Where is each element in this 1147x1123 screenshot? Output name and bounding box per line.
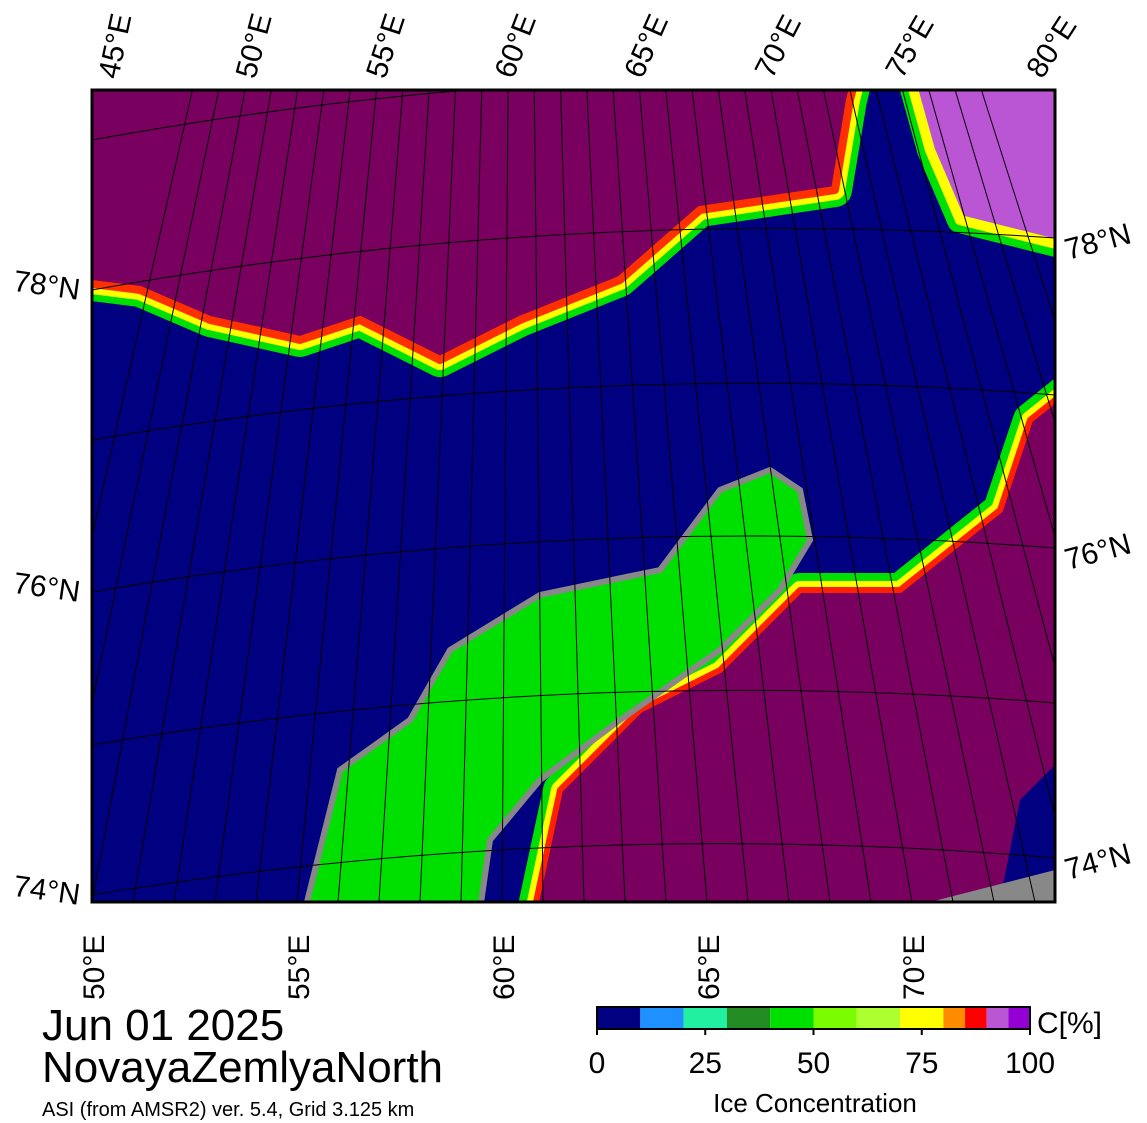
colorbar-bin [1008, 1007, 1030, 1029]
top-lon-label: 75°E [879, 10, 940, 83]
land [303, 466, 814, 902]
colorbar-tick-label: 0 [589, 1047, 606, 1080]
meridian [533, 90, 544, 902]
left-lat-label: 76°N [11, 567, 82, 609]
top-lon-label: 60°E [489, 10, 543, 83]
bottom-lon-label: 65°E [693, 935, 726, 1000]
meridian [560, 90, 585, 902]
colorbar-tick-label: 100 [1005, 1047, 1055, 1080]
meridian [92, 90, 193, 540]
meridian [296, 90, 377, 902]
colorbar-bin [597, 1007, 641, 1029]
parallel [92, 90, 474, 141]
bottom-lon-label: 55°E [283, 935, 316, 1000]
meridian [419, 90, 456, 902]
meridian [460, 90, 483, 902]
left-lat-label: 78°N [11, 265, 82, 307]
colorbar-bin [986, 1007, 1009, 1029]
colorbar-tick-label: 50 [797, 1047, 830, 1080]
date: Jun 01 2025 [42, 1001, 284, 1050]
meridian [954, 90, 1055, 425]
colorbar-bin [726, 1007, 771, 1029]
colorbar-unit: C[%] [1037, 1007, 1102, 1040]
top-lon-label: 80°E [1020, 11, 1083, 84]
left-lat-label: 74°N [11, 870, 82, 912]
colorbar-tick-label: 75 [905, 1047, 938, 1080]
meridian [92, 90, 220, 706]
meridian [849, 90, 1036, 902]
right-lat-label: 74°N [1061, 838, 1134, 887]
meridian [744, 90, 872, 902]
meridian [378, 90, 430, 902]
parallel [92, 227, 1055, 291]
parallel [92, 382, 1055, 441]
meridian [92, 90, 246, 902]
meridian [173, 90, 299, 902]
meridian [717, 90, 831, 902]
colorbar-bin [900, 1007, 944, 1029]
top-lon-label: 45°E [93, 11, 139, 82]
region: NovayaZemlyaNorth [42, 1043, 443, 1092]
bottom-lon-label: 60°E [488, 935, 521, 1000]
right-lat-label: 76°N [1061, 528, 1134, 577]
meridian [214, 90, 325, 902]
colorbar-bin [943, 1007, 966, 1029]
colorbar-bin [683, 1007, 727, 1029]
top-lon-label: 50°E [230, 10, 279, 82]
map-frame [90, 88, 1057, 904]
meridian [337, 90, 404, 902]
meridian [823, 90, 995, 902]
meridian [875, 90, 1055, 819]
colorbar-bin [965, 1007, 987, 1029]
colorbar-bin [813, 1007, 857, 1029]
graticule [92, 90, 1055, 902]
meridian [980, 90, 1055, 323]
colorbar-tick-label: 25 [689, 1047, 722, 1080]
colorbar-bin [770, 1007, 814, 1029]
meridian [639, 90, 708, 902]
meridian [770, 90, 913, 902]
meridian [612, 90, 667, 902]
meridian [501, 90, 509, 902]
parallel [92, 535, 1055, 593]
map-area [92, 90, 1055, 902]
bottom-lon-label: 70°E [898, 935, 931, 1000]
source: ASI (from AMSR2) ver. 5.4, Grid 3.125 km [42, 1099, 414, 1121]
meridian [132, 90, 272, 902]
top-lon-label: 55°E [360, 10, 412, 82]
right-lat-label: 78°N [1061, 218, 1134, 267]
colorbar-bin [640, 1007, 684, 1029]
meridian [586, 90, 626, 902]
meridian [796, 90, 954, 902]
colorbar-bin [856, 1007, 901, 1029]
parallel [92, 689, 1055, 746]
top-lon-label: 65°E [618, 10, 675, 83]
meridian [902, 90, 1055, 670]
colorbar-label: Ice Concentration [713, 1088, 917, 1118]
ice-north [92, 90, 1055, 377]
meridian [691, 90, 790, 902]
meridian [928, 90, 1055, 539]
parallel [92, 843, 1055, 896]
meridian [255, 90, 351, 902]
meridian [665, 90, 749, 902]
bottom-lon-label: 50°E [78, 935, 111, 1000]
top-lon-label: 70°E [749, 10, 808, 83]
